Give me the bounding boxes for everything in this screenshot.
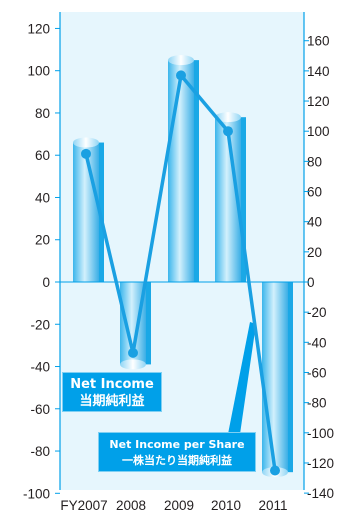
eps-point-2009	[176, 70, 186, 81]
eps-point-2011	[270, 465, 280, 476]
right-axis-ticks: -140 -120 -100 -80 -60 -40 -20 0 20 40 60 80 100 120 1…	[304, 34, 334, 501]
bar-2008	[120, 282, 151, 370]
bar-body	[168, 60, 194, 283]
eps-point-2008	[128, 347, 138, 358]
left-axis-ticks: -100 -80 -60 -40 -20 0 20 40 60 80 100 120	[23, 21, 60, 501]
category-label: 2010	[211, 498, 241, 513]
bar-2009	[168, 55, 199, 283]
eps-point-2010	[223, 126, 233, 137]
category-label: 2009	[164, 498, 194, 513]
left-tick-label: -40	[30, 360, 50, 375]
left-tick-label: 120	[27, 21, 50, 36]
bar-2011	[262, 282, 293, 478]
bar-body	[73, 142, 99, 282]
left-tick-label: 40	[35, 190, 50, 205]
right-tick-label: -40	[307, 335, 327, 350]
category-label: 2011	[258, 498, 287, 513]
right-tick-label: -60	[307, 365, 327, 380]
bar-cap	[73, 137, 99, 148]
left-tick-label: -20	[30, 317, 50, 332]
left-tick-label: 20	[35, 233, 50, 248]
eps-point-FY2007	[81, 148, 91, 159]
right-tick-label: 40	[307, 215, 322, 230]
net-income-legend-ja: 当期純利益	[79, 394, 145, 409]
net-income-bars	[73, 55, 293, 478]
category-labels: FY2007 2008 2009 2010 2011	[60, 498, 287, 513]
eps-legend-ja: 一株当たり当期純利益	[122, 454, 232, 467]
bar-cap	[168, 55, 194, 66]
bar-cap	[120, 359, 146, 370]
eps-legend: Net Income per Share 一株当たり当期純利益	[98, 432, 256, 472]
left-tick-label: -80	[30, 444, 50, 459]
category-label: FY2007	[60, 498, 107, 513]
left-tick-label: 0	[42, 275, 50, 290]
net-income-legend: Net Income 当期純利益	[62, 372, 162, 412]
left-tick-label: -60	[30, 402, 50, 417]
bar-2010	[215, 112, 246, 282]
right-tick-label: 120	[307, 94, 330, 109]
right-tick-label: -100	[307, 426, 334, 441]
right-tick-label: 20	[307, 245, 322, 260]
bar-cap	[215, 112, 241, 123]
right-tick-label: 140	[307, 64, 330, 79]
right-tick-label: -120	[307, 456, 334, 471]
left-tick-label: 60	[35, 148, 50, 163]
right-tick-label: 100	[307, 124, 330, 139]
right-tick-label: -20	[307, 305, 327, 320]
net-income-legend-en: Net Income	[70, 377, 154, 392]
left-tick-label: -100	[23, 486, 50, 501]
right-tick-label: 0	[307, 275, 315, 290]
right-tick-label: 160	[307, 34, 330, 49]
right-tick-label: -140	[307, 486, 334, 501]
eps-legend-en: Net Income per Share	[109, 438, 245, 451]
bar-body	[262, 282, 288, 473]
eps-line-series	[81, 70, 280, 476]
right-tick-label: 60	[307, 185, 322, 200]
category-label: 2008	[116, 498, 146, 513]
right-tick-label: 80	[307, 154, 322, 169]
left-tick-label: 80	[35, 106, 50, 121]
right-tick-label: -80	[307, 396, 327, 411]
eps-leader	[228, 322, 256, 434]
left-tick-label: 100	[27, 64, 50, 79]
